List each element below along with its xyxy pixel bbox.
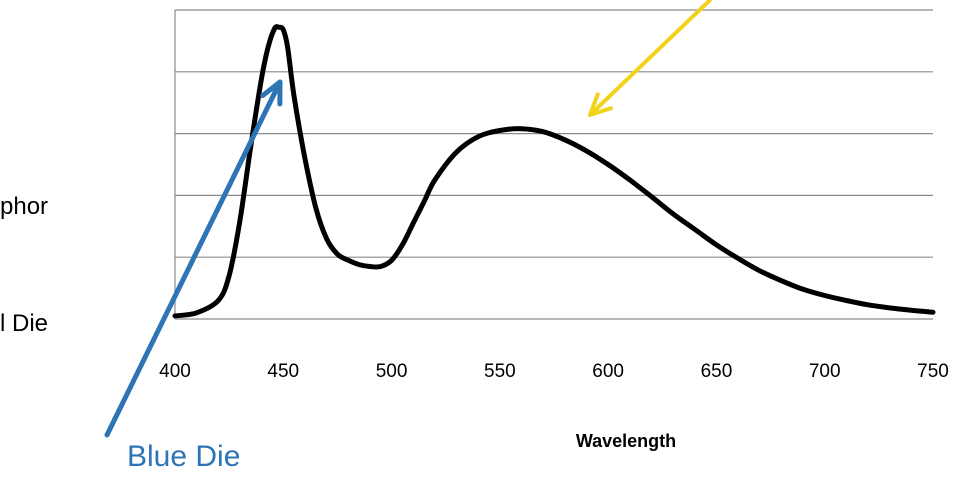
x-tick-label: 650	[701, 361, 733, 382]
gridlines	[174, 9, 933, 320]
x-tick-label: 600	[592, 361, 624, 382]
x-tick-label: 450	[267, 361, 299, 382]
side-label-die: l Die	[0, 310, 49, 337]
x-tick-label: 550	[484, 361, 516, 382]
x-axis-label: Wavelength	[576, 431, 676, 451]
callout-arrows	[104, 0, 712, 438]
x-tick-label: 700	[809, 361, 841, 382]
x-tick-labels: 400 450 500 550 600 650 700 750	[159, 361, 949, 382]
blue-die-callout: Blue Die	[127, 440, 241, 473]
spectrum-line	[172, 24, 936, 319]
phosphor-callout-arrow	[588, 0, 712, 117]
x-tick-label: 750	[917, 361, 949, 382]
blue-die-callout-arrow	[104, 79, 283, 438]
side-label-phosphor: phor	[0, 193, 49, 220]
x-tick-label: 400	[159, 361, 191, 382]
x-tick-label: 500	[376, 361, 408, 382]
